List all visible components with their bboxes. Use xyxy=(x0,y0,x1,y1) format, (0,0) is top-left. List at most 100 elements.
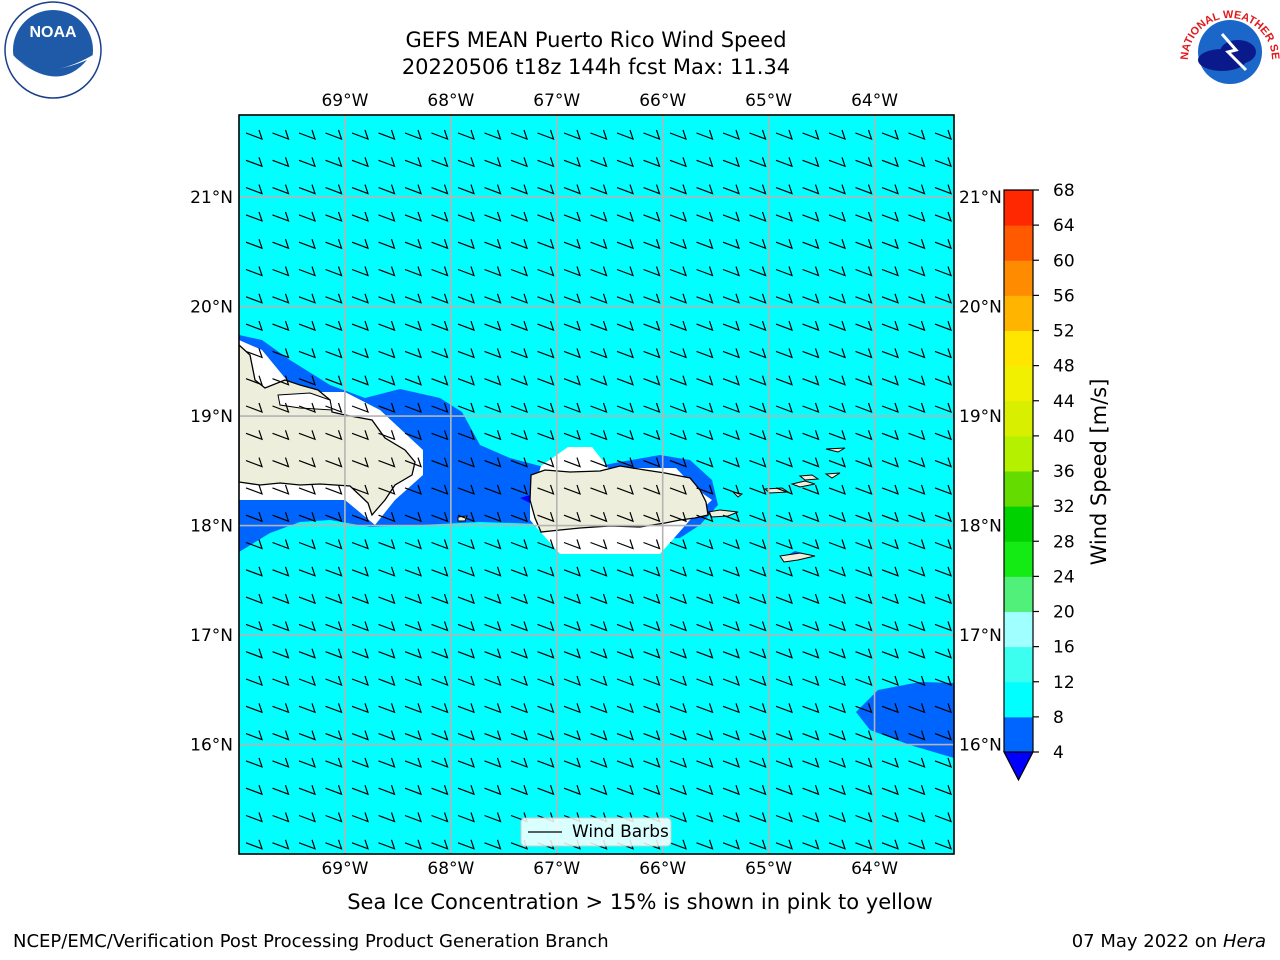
colorbar-tick-label: 12 xyxy=(1053,673,1075,693)
wind-barb xyxy=(616,484,634,495)
wind-barb xyxy=(908,812,926,823)
wind-barb xyxy=(696,129,714,141)
wind-barb xyxy=(669,293,687,304)
colorbar-under-arrow xyxy=(1003,751,1034,782)
wind-barb xyxy=(616,703,634,714)
wind-barb xyxy=(590,539,608,550)
wind-barb xyxy=(590,457,608,468)
wind-barb xyxy=(616,293,634,304)
wind-barb xyxy=(325,703,343,714)
wind-barb xyxy=(404,239,422,250)
wind-barb xyxy=(881,648,899,659)
wind-barb xyxy=(510,785,528,796)
wind-barb xyxy=(272,266,290,277)
wind-barb xyxy=(245,703,263,714)
wind-barb xyxy=(908,375,926,386)
wind-barb xyxy=(934,730,952,741)
wind-barb xyxy=(510,539,528,550)
wind-barb xyxy=(298,839,316,850)
wind-barb xyxy=(590,675,608,687)
svg-text:NATIONAL WEATHER SERVICE: NATIONAL WEATHER SERVICE xyxy=(0,0,1280,60)
wind-barb xyxy=(484,812,502,823)
wind-barb xyxy=(669,785,687,796)
lat-tick-label-right: 17°N xyxy=(959,626,1002,646)
wind-barb xyxy=(934,211,952,222)
wind-barb xyxy=(802,512,820,523)
lon-tick-label: 66°W xyxy=(639,859,686,879)
colorbar-tick-label: 44 xyxy=(1053,392,1075,412)
wind-barb xyxy=(616,457,634,468)
colorbar-tick-label: 60 xyxy=(1053,251,1075,271)
wind-barb xyxy=(828,812,846,823)
wind-barb xyxy=(510,430,528,441)
wind-barb xyxy=(325,621,343,632)
wind-barb xyxy=(351,293,369,304)
wind-barb xyxy=(590,484,608,495)
wind-barb xyxy=(696,757,714,768)
wind-barb xyxy=(802,757,820,768)
wind-barb xyxy=(828,184,846,195)
wind-barb xyxy=(643,703,661,714)
wind-barb xyxy=(431,457,449,468)
wind-barb xyxy=(934,621,952,632)
wind-barb xyxy=(378,211,396,222)
wind-barb xyxy=(802,648,820,659)
wind-barb xyxy=(643,730,661,741)
land-virgin-islands xyxy=(457,447,846,563)
wind-barb xyxy=(272,375,290,386)
wind-barb xyxy=(378,703,396,714)
wind-barb xyxy=(802,703,820,714)
wind-barb xyxy=(325,239,343,250)
wind-barb xyxy=(669,675,687,687)
wind-barb xyxy=(298,730,316,741)
wind-barb xyxy=(722,757,740,768)
wind-barb xyxy=(722,129,740,141)
wind-barb xyxy=(881,566,899,577)
wind-barb xyxy=(457,348,475,359)
wind-barb xyxy=(934,512,952,523)
wind-barb xyxy=(775,402,793,414)
wind-barb xyxy=(457,184,475,195)
wind-barb xyxy=(245,184,263,195)
wind-barb xyxy=(484,457,502,468)
lon-tick-label: 69°W xyxy=(321,91,368,111)
wind-barb xyxy=(749,375,767,386)
wind-barb xyxy=(537,211,555,222)
wind-barb xyxy=(563,457,581,468)
wind-barb xyxy=(431,348,449,359)
wind-barb xyxy=(696,539,714,550)
wind-barb xyxy=(272,129,290,141)
wind-barb xyxy=(245,348,263,359)
wind-barb xyxy=(722,430,740,441)
wind-barb xyxy=(351,839,369,850)
wind-barb xyxy=(563,157,581,168)
wind-barb xyxy=(590,402,608,414)
wind-barb xyxy=(325,757,343,768)
wind-barb xyxy=(908,457,926,468)
wind-barb xyxy=(245,812,263,823)
wind-barb xyxy=(272,348,290,359)
wind-barb xyxy=(510,703,528,714)
wind-barb xyxy=(696,157,714,168)
wind-barb xyxy=(510,457,528,468)
wind-barb xyxy=(802,539,820,550)
wind-barb xyxy=(537,430,555,441)
wind-barb xyxy=(855,457,873,468)
wind-barb xyxy=(775,730,793,741)
wind-barb xyxy=(457,484,475,495)
wind-barb xyxy=(802,375,820,386)
wind-barb xyxy=(351,593,369,605)
wind-barb xyxy=(855,348,873,359)
wind-barb xyxy=(563,293,581,304)
wind-barb xyxy=(484,839,502,850)
wind-barb xyxy=(245,566,263,577)
wind-barb xyxy=(272,785,290,796)
wind-barb xyxy=(563,675,581,687)
wind-barb xyxy=(484,539,502,550)
wind-barb xyxy=(855,839,873,850)
wind-barb xyxy=(934,703,952,714)
wind-barb xyxy=(351,648,369,659)
wind-barb xyxy=(245,402,263,414)
wind-barb xyxy=(749,211,767,222)
wind-barb xyxy=(351,785,369,796)
